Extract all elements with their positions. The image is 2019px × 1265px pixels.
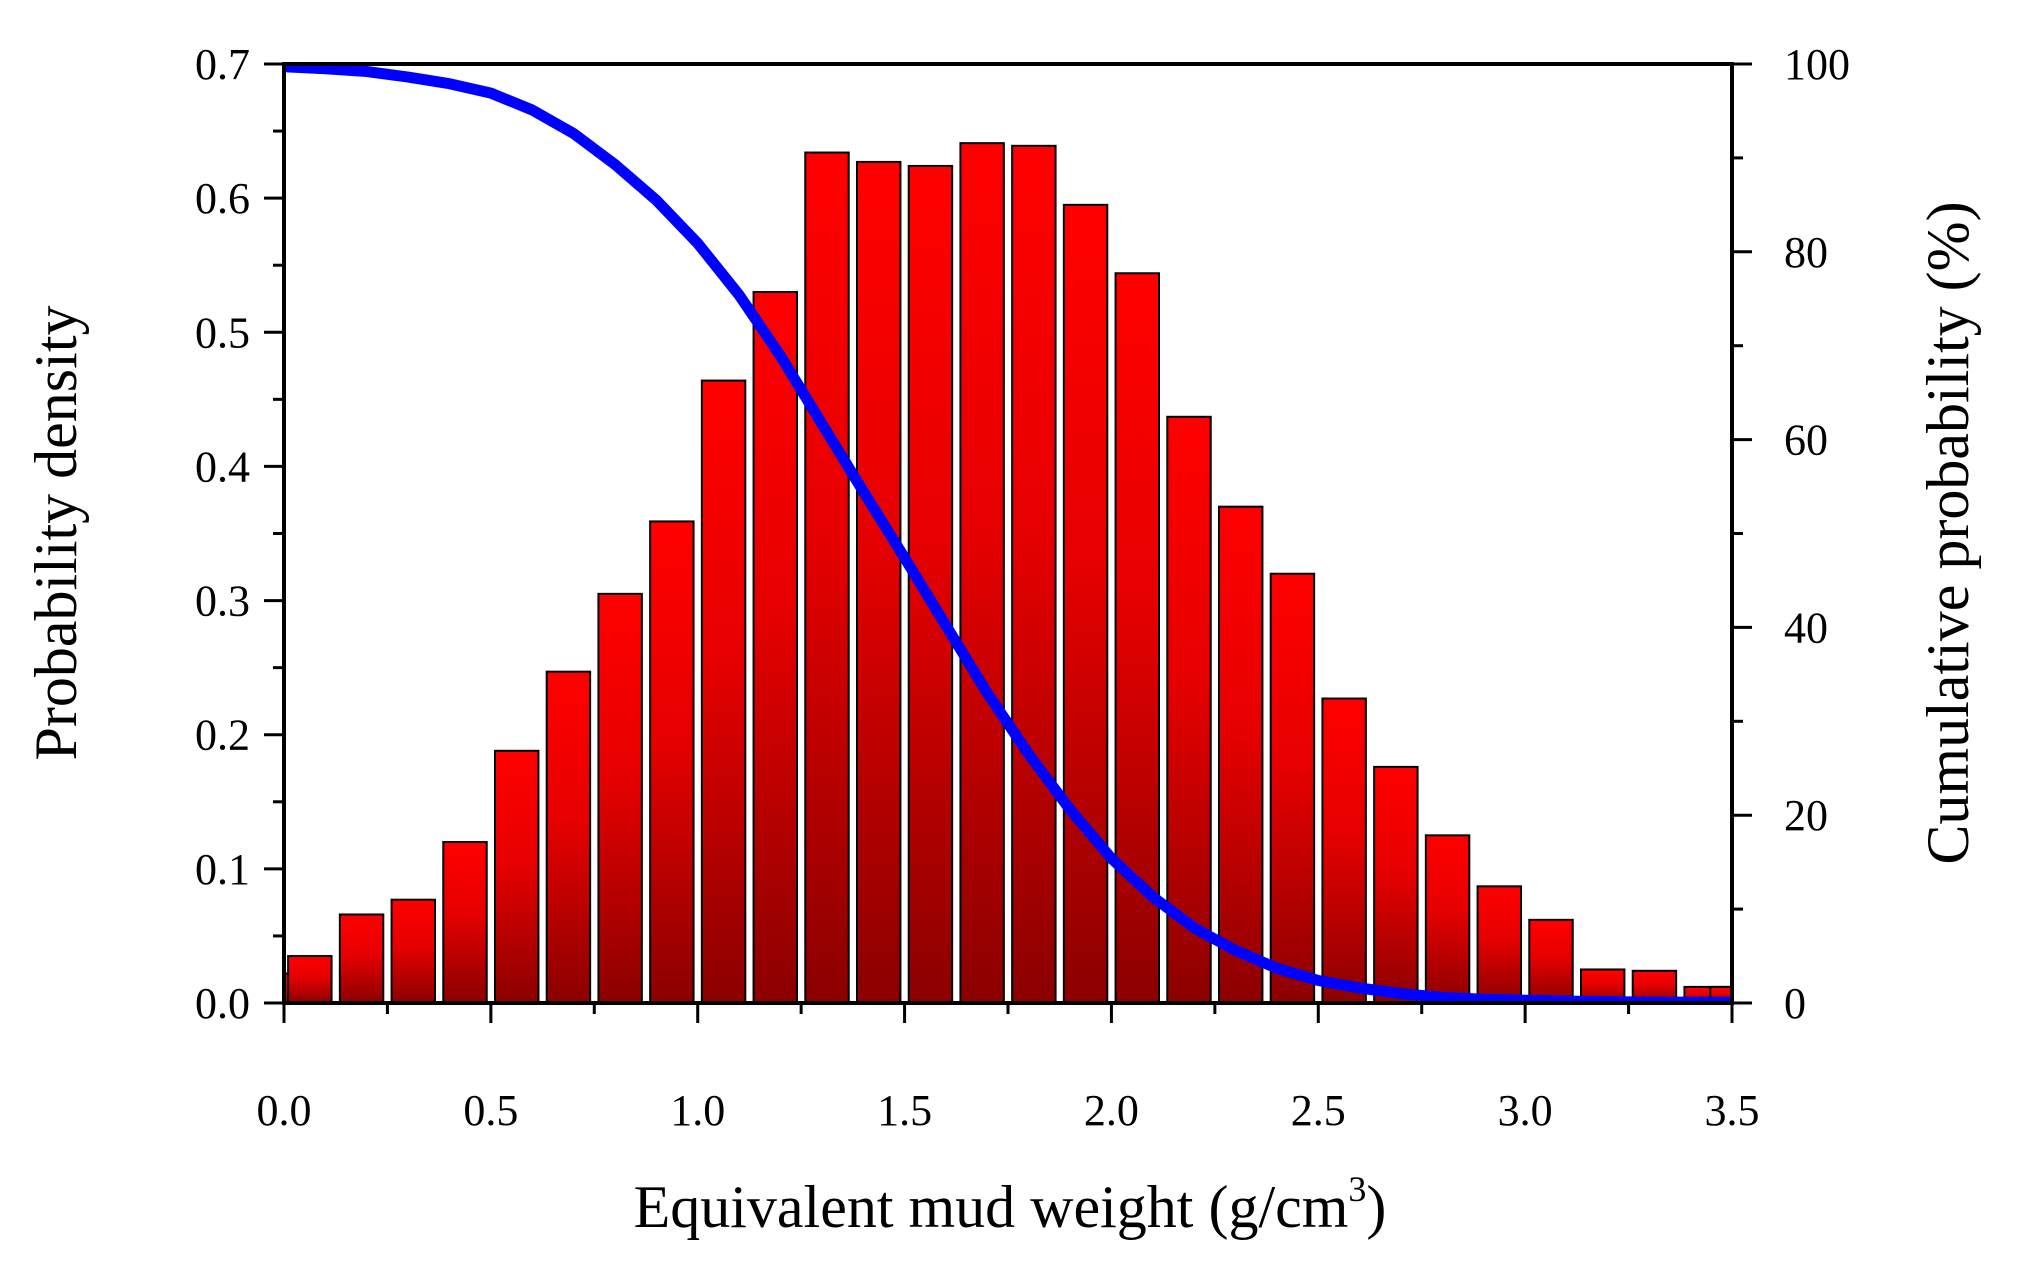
y-tick-label: 0.5: [195, 308, 250, 357]
y-tick-label: 0.2: [195, 711, 250, 760]
y2-axis-title: Cumulative probability (%): [1915, 201, 1981, 864]
y2-tick-label: 40: [1784, 603, 1828, 652]
x-tick-label: 1.5: [877, 1086, 932, 1135]
x-axis-title: Equivalent mud weight (g/cm3): [634, 1169, 1387, 1240]
y-tick-label: 0.1: [195, 845, 250, 894]
axis-ticks: [264, 62, 1752, 1023]
density-bar: [1011, 144, 1057, 1004]
cumulative-curve: [282, 62, 1734, 1005]
density-bar: [1217, 505, 1264, 1004]
cumulative-probability-line: [282, 62, 1734, 1005]
density-bar: [493, 749, 540, 1004]
density-bar: [752, 291, 799, 1004]
density-bar: [390, 898, 437, 1005]
y-tick-label: 0.0: [195, 979, 250, 1028]
y2-tick-label: 80: [1784, 228, 1828, 277]
x-tick-label: 3.5: [1705, 1086, 1760, 1135]
x-tick-label: 1.0: [670, 1086, 725, 1135]
y2-tick-label: 0: [1784, 979, 1806, 1028]
tick-labels: 0.0 0.5 1.0 1.5 2.0 2.5 3.0 3.5 0.0 0.1 0.2 0.3 0.4 0…: [195, 40, 1850, 1135]
density-bar: [1424, 834, 1471, 1004]
x-tick-label: 2.0: [1084, 1086, 1139, 1135]
x-tick-label: 3.0: [1498, 1086, 1553, 1135]
x-tick-label: 2.5: [1291, 1086, 1346, 1135]
density-bar: [649, 520, 695, 1004]
density-bars: [282, 142, 1734, 1005]
y-tick-label: 0.6: [195, 174, 250, 223]
density-bar: [338, 913, 385, 1004]
density-bar: [597, 592, 643, 1004]
density-bar: [287, 955, 333, 1004]
density-bar: [804, 151, 850, 1004]
x-tick-label: 0.0: [257, 1086, 312, 1135]
density-bar: [1373, 765, 1419, 1004]
density-bar: [442, 841, 488, 1004]
y2-tick-label: 60: [1784, 416, 1828, 465]
density-bar: [1062, 203, 1109, 1005]
y-tick-label: 0.4: [195, 442, 250, 491]
density-bar: [959, 142, 1005, 1004]
y2-tick-label: 100: [1784, 40, 1850, 89]
x-tick-label: 0.5: [463, 1086, 518, 1135]
density-bar: [1321, 697, 1367, 1004]
density-bar: [1528, 918, 1574, 1004]
density-bar: [855, 160, 902, 1005]
y2-tick-label: 20: [1784, 791, 1828, 840]
density-bar: [700, 379, 747, 1004]
density-bar: [1166, 415, 1212, 1004]
y-tick-label: 0.7: [195, 40, 250, 89]
density-bar: [1269, 572, 1316, 1004]
y-axis-title: Probability density: [23, 306, 89, 761]
density-bar: [545, 670, 592, 1004]
y-tick-label: 0.3: [195, 577, 250, 626]
density-bar: [1476, 885, 1523, 1004]
